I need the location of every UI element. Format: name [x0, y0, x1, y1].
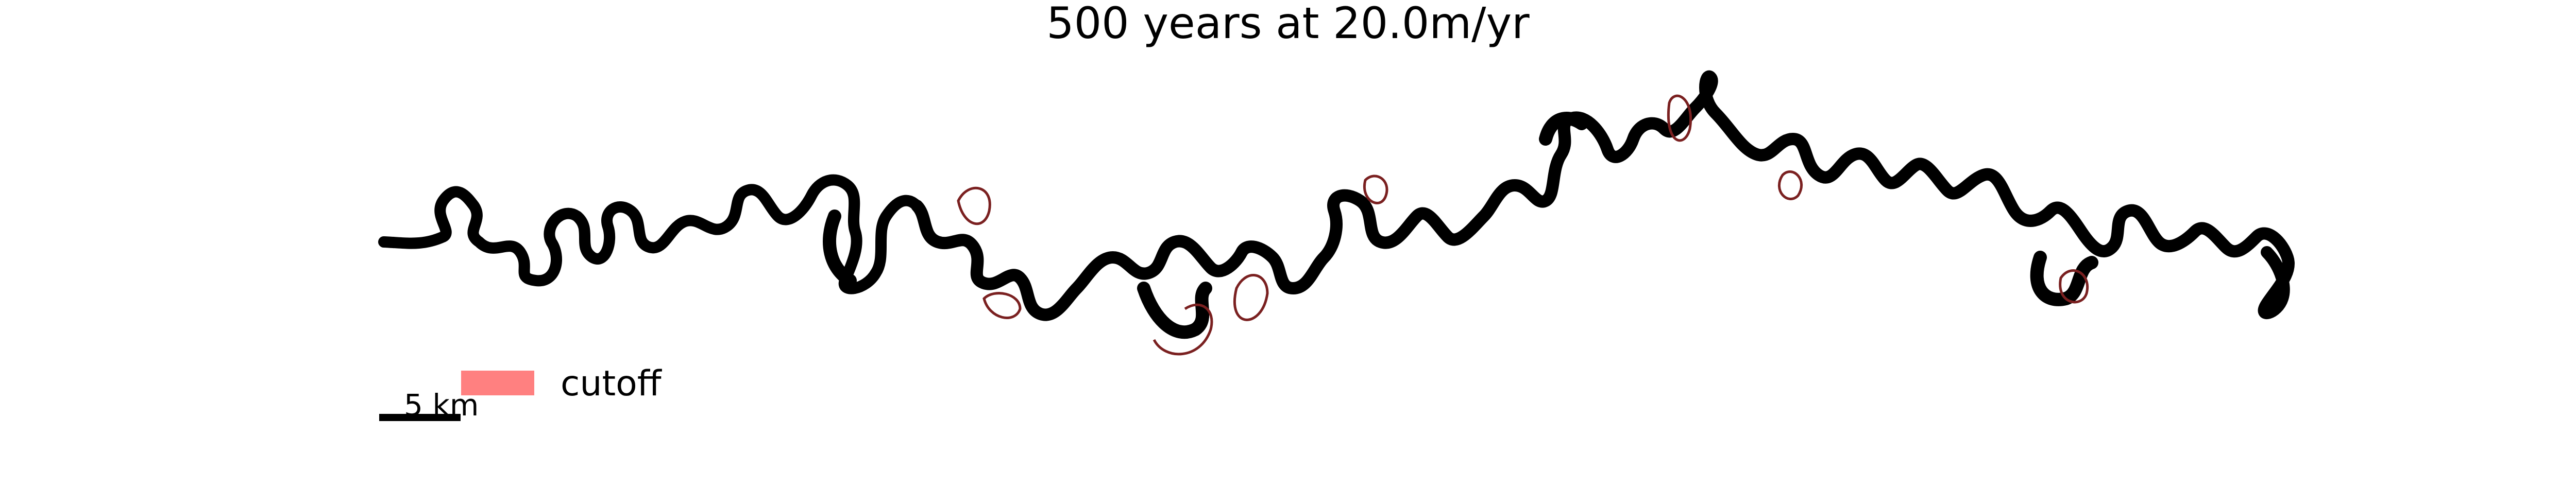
- channel-segment-central: [911, 111, 1670, 321]
- cutoff-oxbow: [1233, 274, 1269, 321]
- channel-segment-west: [378, 174, 923, 294]
- cutoff-oxbow: [957, 186, 991, 225]
- cutoff-oxbow: [982, 292, 1022, 319]
- cutoff-oxbow: [1363, 175, 1388, 204]
- legend-label-cutoff: cutoff: [561, 363, 662, 404]
- cutoff-oxbow: [1778, 170, 1803, 200]
- meander-loop: [823, 210, 857, 287]
- meander-loop: [1137, 282, 1212, 339]
- cutoff-oxbow: [1153, 303, 1213, 356]
- cutoff-oxbow: [2059, 269, 2089, 304]
- scale-bar: [379, 414, 461, 421]
- cutoff-oxbow: [1667, 94, 1692, 142]
- meander-loop: [1539, 112, 1588, 146]
- figure-title: 500 years at 20.0m/yr: [1046, 0, 1530, 48]
- meander-loop: [2030, 251, 2098, 306]
- legend-swatch-cutoff: [461, 371, 534, 395]
- channel-segment-east: [1658, 70, 2295, 319]
- cutoff-oxbows: [957, 94, 2089, 356]
- main-channel: [378, 70, 2295, 339]
